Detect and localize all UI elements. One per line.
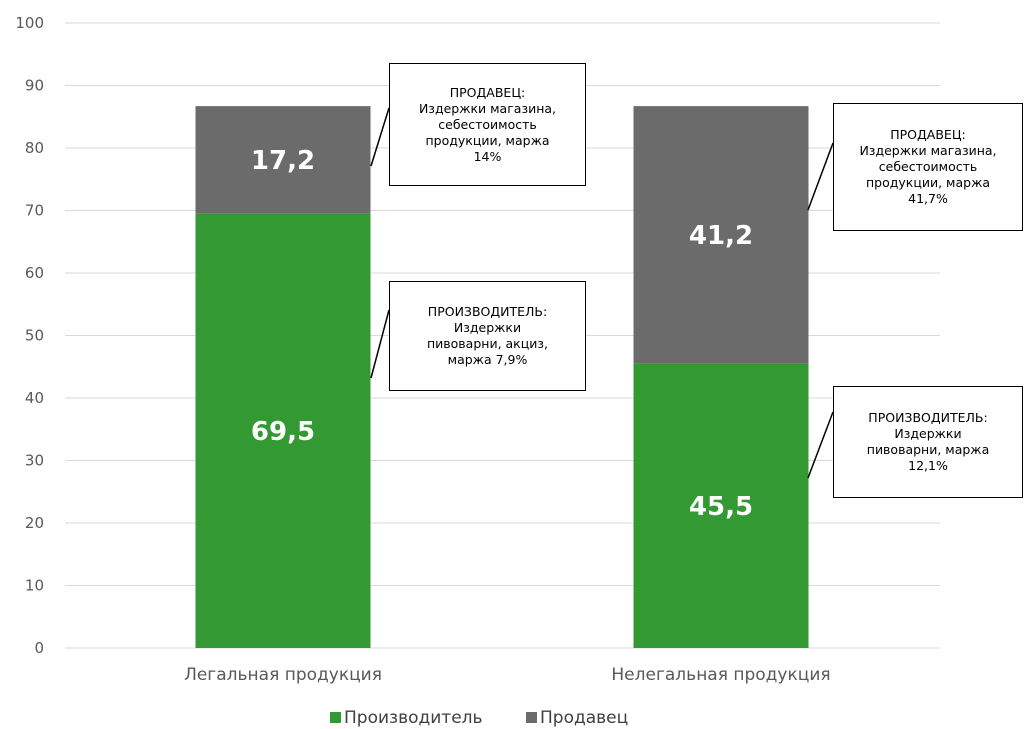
annotation-line: себестоимость	[878, 159, 978, 174]
y-tick-label: 10	[25, 577, 44, 595]
data-label: 41,2	[689, 221, 753, 251]
y-tick-label: 90	[25, 77, 44, 95]
y-tick-label: 0	[34, 639, 44, 657]
annotation-callout: ПРОДАВЕЦ: Издержки магазина, себестоимость…	[833, 103, 1023, 231]
y-tick-label: 60	[25, 264, 44, 282]
y-axis: 0 10 20 30 40 50 60 70 80 90 100	[15, 14, 44, 657]
annotation-callout: ПРОИЗВОДИТЕЛЬ: Издержки пивоварни, акциз, м…	[389, 281, 586, 391]
legend-swatch	[526, 712, 537, 723]
annotation-line: ПРОДАВЕЦ:	[890, 127, 966, 142]
annotation-callout: ПРОДАВЕЦ: Издержки магазина, себестоимость…	[389, 63, 586, 186]
y-tick-label: 20	[25, 514, 44, 532]
annotation-line: ПРОДАВЕЦ:	[449, 84, 526, 100]
annotation-line: 14%	[473, 148, 502, 164]
legend-label: Продавец	[540, 708, 628, 728]
annotation-line: себестоимость	[438, 116, 537, 132]
annotation-line: Издержки	[453, 320, 522, 335]
annotation-line: Издержки магазина,	[418, 100, 557, 116]
annotation-line: Издержки	[894, 426, 962, 441]
bars: 69,5 17,2 45,5 41,2	[195, 106, 809, 648]
x-axis: Легальная продукция Нелегальная продукция	[184, 665, 831, 685]
annotation-line: маржа 7,9%	[447, 352, 528, 367]
y-tick-label: 50	[25, 327, 44, 345]
y-tick-label: 40	[25, 389, 44, 407]
annotation-line: ПРОИЗВОДИТЕЛЬ:	[427, 304, 548, 319]
annotation-line: пивоварни, акциз,	[427, 336, 548, 351]
bar-segment	[633, 106, 809, 364]
data-label: 45,5	[689, 492, 753, 522]
callout-connectors	[370, 107, 834, 479]
x-tick-label: Нелегальная продукция	[611, 665, 830, 685]
callout-connector	[370, 309, 390, 379]
legend: Производитель Продавец	[330, 708, 628, 728]
annotation-line: продукции, маржа	[866, 175, 990, 190]
y-tick-label: 70	[25, 202, 44, 220]
legend-label: Производитель	[344, 708, 483, 728]
annotation-line: продукции, маржа	[425, 132, 550, 148]
annotation-line: 12,1%	[908, 458, 948, 473]
y-tick-label: 80	[25, 139, 44, 157]
data-label: 69,5	[251, 417, 315, 447]
bar-segment	[633, 363, 809, 648]
data-label: 17,2	[251, 146, 315, 176]
annotation-line: Издержки магазина,	[859, 143, 997, 158]
bar-segment	[195, 213, 371, 648]
callout-connector	[807, 142, 834, 211]
callout-connector	[807, 411, 834, 479]
annotation-callout: ПРОИЗВОДИТЕЛЬ: Издержки пивоварни, маржа 12…	[833, 386, 1023, 498]
y-tick-label: 100	[15, 14, 44, 32]
legend-swatch	[330, 712, 341, 723]
x-tick-label: Легальная продукция	[184, 665, 382, 685]
annotation-line: пивоварни, маржа	[866, 442, 990, 457]
bar-segment	[195, 106, 371, 214]
callout-connector	[370, 107, 390, 167]
annotation-line: 41,7%	[908, 191, 948, 206]
y-tick-label: 30	[25, 452, 44, 470]
annotation-line: ПРОИЗВОДИТЕЛЬ:	[868, 410, 988, 425]
